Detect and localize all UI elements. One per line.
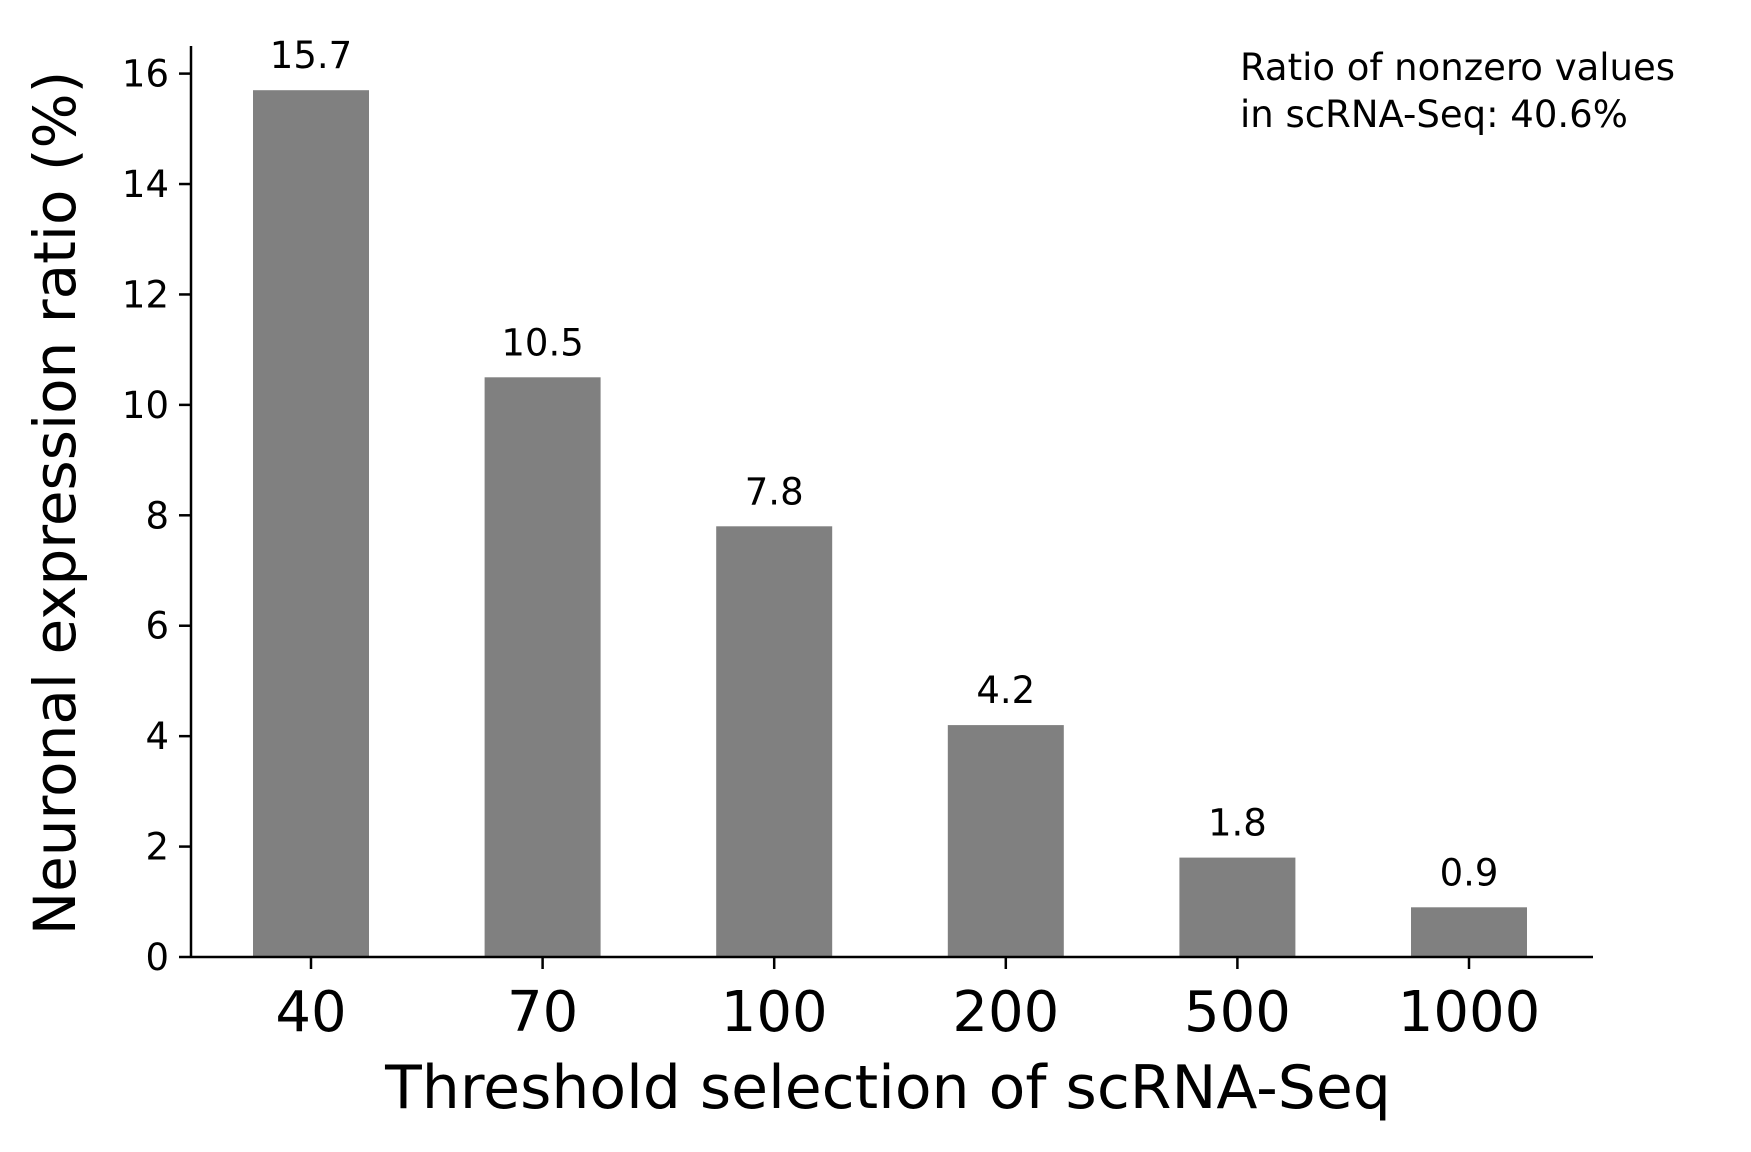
y-axis-label: Neuronal expression ratio (%) xyxy=(21,71,89,936)
x-tick-label: 500 xyxy=(1184,980,1291,1045)
bar xyxy=(1411,907,1527,957)
x-tick-label: 200 xyxy=(952,980,1059,1045)
x-tick-label: 70 xyxy=(507,980,578,1045)
value-labels-layer: 15.7 10.5 7.8 4.2 1.8 0.9 xyxy=(270,34,1499,894)
bar-value-label: 1.8 xyxy=(1208,802,1267,845)
bar-value-label: 7.8 xyxy=(745,470,804,513)
bar-value-label: 10.5 xyxy=(501,321,583,364)
bar xyxy=(1179,857,1296,957)
x-tick-label: 1000 xyxy=(1398,980,1541,1045)
y-tick-label: 2 xyxy=(145,826,169,869)
x-axis-label: Threshold selection of scRNA-Seq xyxy=(384,1053,1391,1123)
bar-value-label: 0.9 xyxy=(1440,851,1499,894)
bar xyxy=(253,90,369,957)
annotation-line-1: Ratio of nonzero values xyxy=(1240,46,1675,89)
bar xyxy=(947,725,1064,957)
annotation-line-2: in scRNA-Seq: 40.6% xyxy=(1240,93,1628,136)
bar xyxy=(716,526,833,957)
y-tick-label: 8 xyxy=(145,494,169,537)
bar xyxy=(484,377,601,957)
x-tick-label: 100 xyxy=(721,980,828,1045)
y-tick-label: 16 xyxy=(122,53,169,96)
bar-value-label: 4.2 xyxy=(976,669,1035,712)
y-tick-label: 12 xyxy=(122,273,169,316)
bar-value-label: 15.7 xyxy=(270,34,352,77)
y-tick-label: 4 xyxy=(145,715,169,758)
y-tick-label: 14 xyxy=(122,163,169,206)
bars-layer xyxy=(253,90,1527,957)
x-tick-label: 40 xyxy=(275,980,346,1045)
y-tick-label: 6 xyxy=(145,605,169,648)
y-tick-label: 0 xyxy=(145,936,169,979)
axes-layer: 0 2 4 6 8 10 12 14 16 40 70 100 200 500 1000 xyxy=(122,46,1593,1045)
y-tick-label: 10 xyxy=(122,384,169,427)
